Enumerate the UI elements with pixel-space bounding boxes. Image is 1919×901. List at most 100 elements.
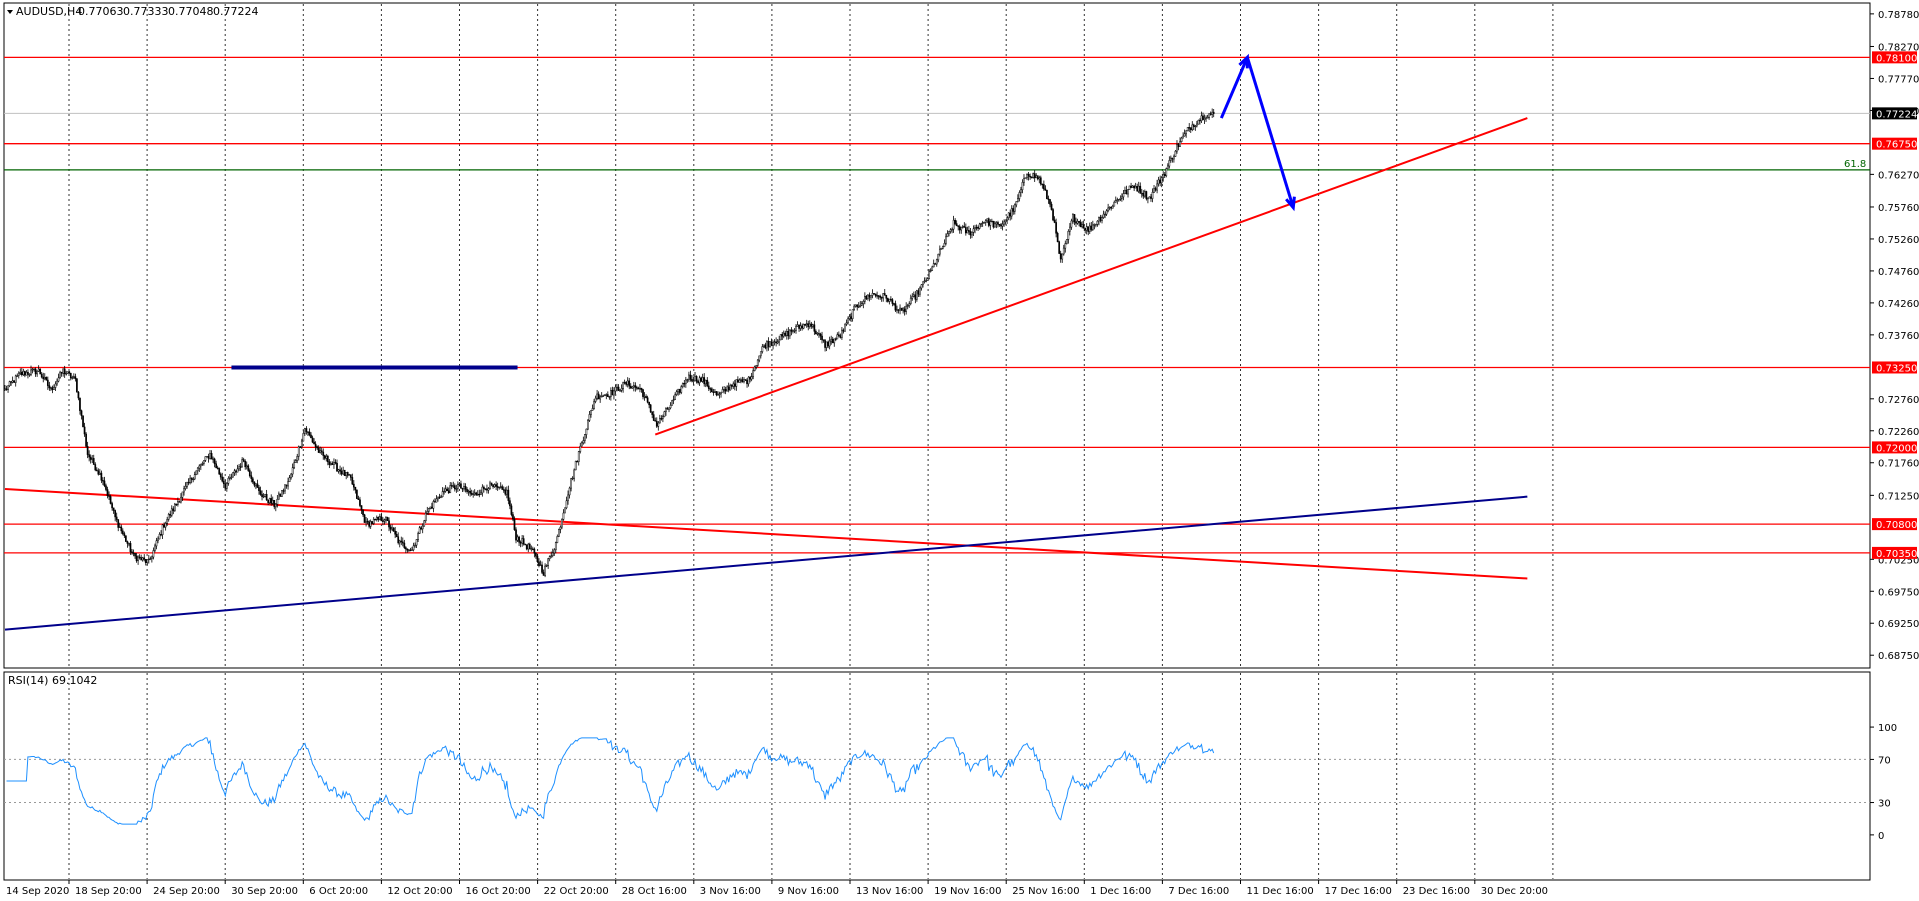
candle-body bbox=[493, 484, 496, 488]
candle-body bbox=[610, 389, 612, 397]
candle-body bbox=[616, 386, 618, 389]
candle-body bbox=[727, 386, 730, 391]
candle-body bbox=[492, 484, 494, 488]
candle-body bbox=[131, 551, 133, 554]
candle-body bbox=[489, 482, 491, 489]
candle-body bbox=[521, 538, 523, 544]
candle-body bbox=[1194, 125, 1197, 128]
time-label: 25 Nov 16:00 bbox=[1012, 886, 1079, 897]
candle-body bbox=[562, 512, 565, 520]
candle-body bbox=[697, 381, 699, 384]
candle-body bbox=[109, 496, 112, 504]
candle-body bbox=[170, 508, 173, 516]
candle-body bbox=[415, 539, 418, 546]
candle-body bbox=[1137, 185, 1140, 192]
projection-arrow-1 bbox=[1245, 56, 1295, 209]
time-label: 24 Sep 20:00 bbox=[153, 886, 220, 897]
candle-body bbox=[325, 455, 328, 459]
candle-body bbox=[1185, 130, 1188, 135]
candle-body bbox=[460, 483, 462, 489]
candle-body bbox=[57, 377, 60, 382]
candle-body bbox=[1023, 178, 1025, 183]
candle-body bbox=[244, 461, 247, 468]
candle-body bbox=[785, 331, 788, 336]
candle-body bbox=[154, 545, 156, 551]
candle-body bbox=[371, 521, 374, 524]
candle-body bbox=[1069, 226, 1071, 232]
candle-body bbox=[132, 552, 135, 554]
candle-body bbox=[836, 334, 839, 340]
candle-body bbox=[1209, 113, 1212, 115]
candle-body bbox=[1050, 203, 1053, 210]
candle-body bbox=[629, 385, 632, 389]
candle-body bbox=[867, 294, 869, 300]
candle-body bbox=[1013, 204, 1016, 212]
candle-body bbox=[969, 231, 972, 236]
candle-body bbox=[198, 465, 201, 469]
candle-body bbox=[382, 520, 384, 522]
candle-body bbox=[345, 472, 348, 476]
candle-body bbox=[617, 386, 620, 391]
candle-body bbox=[957, 225, 960, 227]
candle-body bbox=[865, 296, 868, 300]
candle-body bbox=[706, 379, 709, 387]
candle-body bbox=[183, 488, 185, 493]
candle-body bbox=[963, 226, 966, 228]
level-label-box bbox=[1872, 51, 1917, 64]
candle-body bbox=[756, 359, 759, 366]
collapse-triangle-icon[interactable] bbox=[7, 10, 13, 14]
candle-body bbox=[981, 222, 984, 224]
candle-body bbox=[877, 295, 880, 297]
candle-body bbox=[357, 498, 360, 501]
candle-body bbox=[297, 446, 300, 457]
candle-body bbox=[447, 490, 450, 494]
candle-body bbox=[114, 510, 117, 518]
price-tick-label: 0.70250 bbox=[1878, 555, 1919, 566]
candle-body bbox=[926, 278, 929, 281]
candle-body bbox=[966, 230, 969, 234]
projection-arrows bbox=[1219, 53, 1296, 212]
candle-body bbox=[942, 246, 944, 249]
time-label: 12 Oct 20:00 bbox=[387, 886, 452, 897]
candle-body bbox=[155, 540, 158, 547]
candle-body bbox=[53, 387, 55, 391]
candle-body bbox=[457, 484, 459, 489]
level-label-box bbox=[1872, 441, 1917, 454]
candle-body bbox=[856, 304, 859, 308]
candle-body bbox=[1004, 219, 1007, 223]
candle-body bbox=[169, 514, 172, 516]
candle-body bbox=[135, 555, 138, 562]
candle-body bbox=[961, 226, 964, 228]
candle-body bbox=[291, 467, 294, 475]
time-label: 30 Sep 20:00 bbox=[231, 886, 298, 897]
candle-body bbox=[929, 270, 932, 272]
candle-body bbox=[369, 521, 372, 527]
time-label: 11 Dec 16:00 bbox=[1247, 886, 1314, 897]
candle-body bbox=[261, 494, 263, 497]
candle-body bbox=[426, 511, 429, 514]
candle-body bbox=[118, 526, 121, 528]
candle-body bbox=[704, 379, 707, 385]
candle-body bbox=[668, 407, 670, 410]
candle-body bbox=[60, 371, 63, 374]
candle-body bbox=[1128, 185, 1131, 190]
price-tick-label: 0.73760 bbox=[1878, 331, 1919, 342]
candle-body bbox=[264, 494, 266, 497]
current-price-text: 0.77224 bbox=[1876, 109, 1917, 120]
candle-body bbox=[463, 486, 465, 490]
candle-body bbox=[848, 316, 851, 319]
candle-body bbox=[278, 493, 280, 500]
candle-body bbox=[1043, 184, 1045, 190]
candle-body bbox=[758, 355, 761, 361]
candle-body bbox=[76, 378, 78, 393]
candle-body bbox=[8, 381, 11, 386]
candle-body bbox=[1090, 225, 1093, 230]
candle-body bbox=[323, 455, 326, 459]
candle-body bbox=[1015, 201, 1018, 206]
current-price-box bbox=[1872, 107, 1917, 120]
candle-body bbox=[199, 463, 202, 467]
candle-body bbox=[241, 459, 244, 468]
candle-body bbox=[1189, 127, 1192, 130]
candle-body bbox=[729, 385, 732, 391]
